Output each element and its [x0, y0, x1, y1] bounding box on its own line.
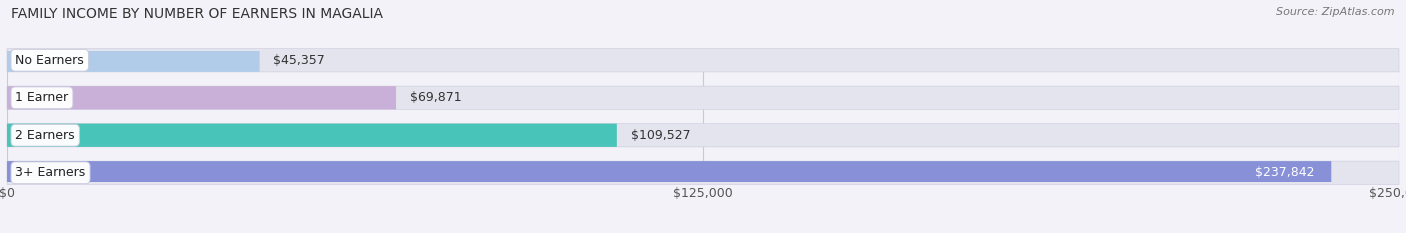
Text: $237,842: $237,842 — [1256, 166, 1315, 179]
Text: $45,357: $45,357 — [274, 54, 325, 67]
Text: $109,527: $109,527 — [631, 129, 690, 142]
Text: 3+ Earners: 3+ Earners — [15, 166, 86, 179]
FancyBboxPatch shape — [7, 49, 1399, 72]
Text: $69,871: $69,871 — [411, 91, 461, 104]
FancyBboxPatch shape — [7, 161, 1399, 184]
FancyBboxPatch shape — [7, 124, 617, 147]
FancyBboxPatch shape — [7, 49, 260, 72]
Text: No Earners: No Earners — [15, 54, 84, 67]
Text: 1 Earner: 1 Earner — [15, 91, 69, 104]
Text: Source: ZipAtlas.com: Source: ZipAtlas.com — [1277, 7, 1395, 17]
FancyBboxPatch shape — [7, 86, 1399, 109]
Text: 2 Earners: 2 Earners — [15, 129, 75, 142]
Text: FAMILY INCOME BY NUMBER OF EARNERS IN MAGALIA: FAMILY INCOME BY NUMBER OF EARNERS IN MA… — [11, 7, 384, 21]
FancyBboxPatch shape — [7, 161, 1331, 184]
FancyBboxPatch shape — [7, 124, 1399, 147]
FancyBboxPatch shape — [7, 86, 396, 109]
